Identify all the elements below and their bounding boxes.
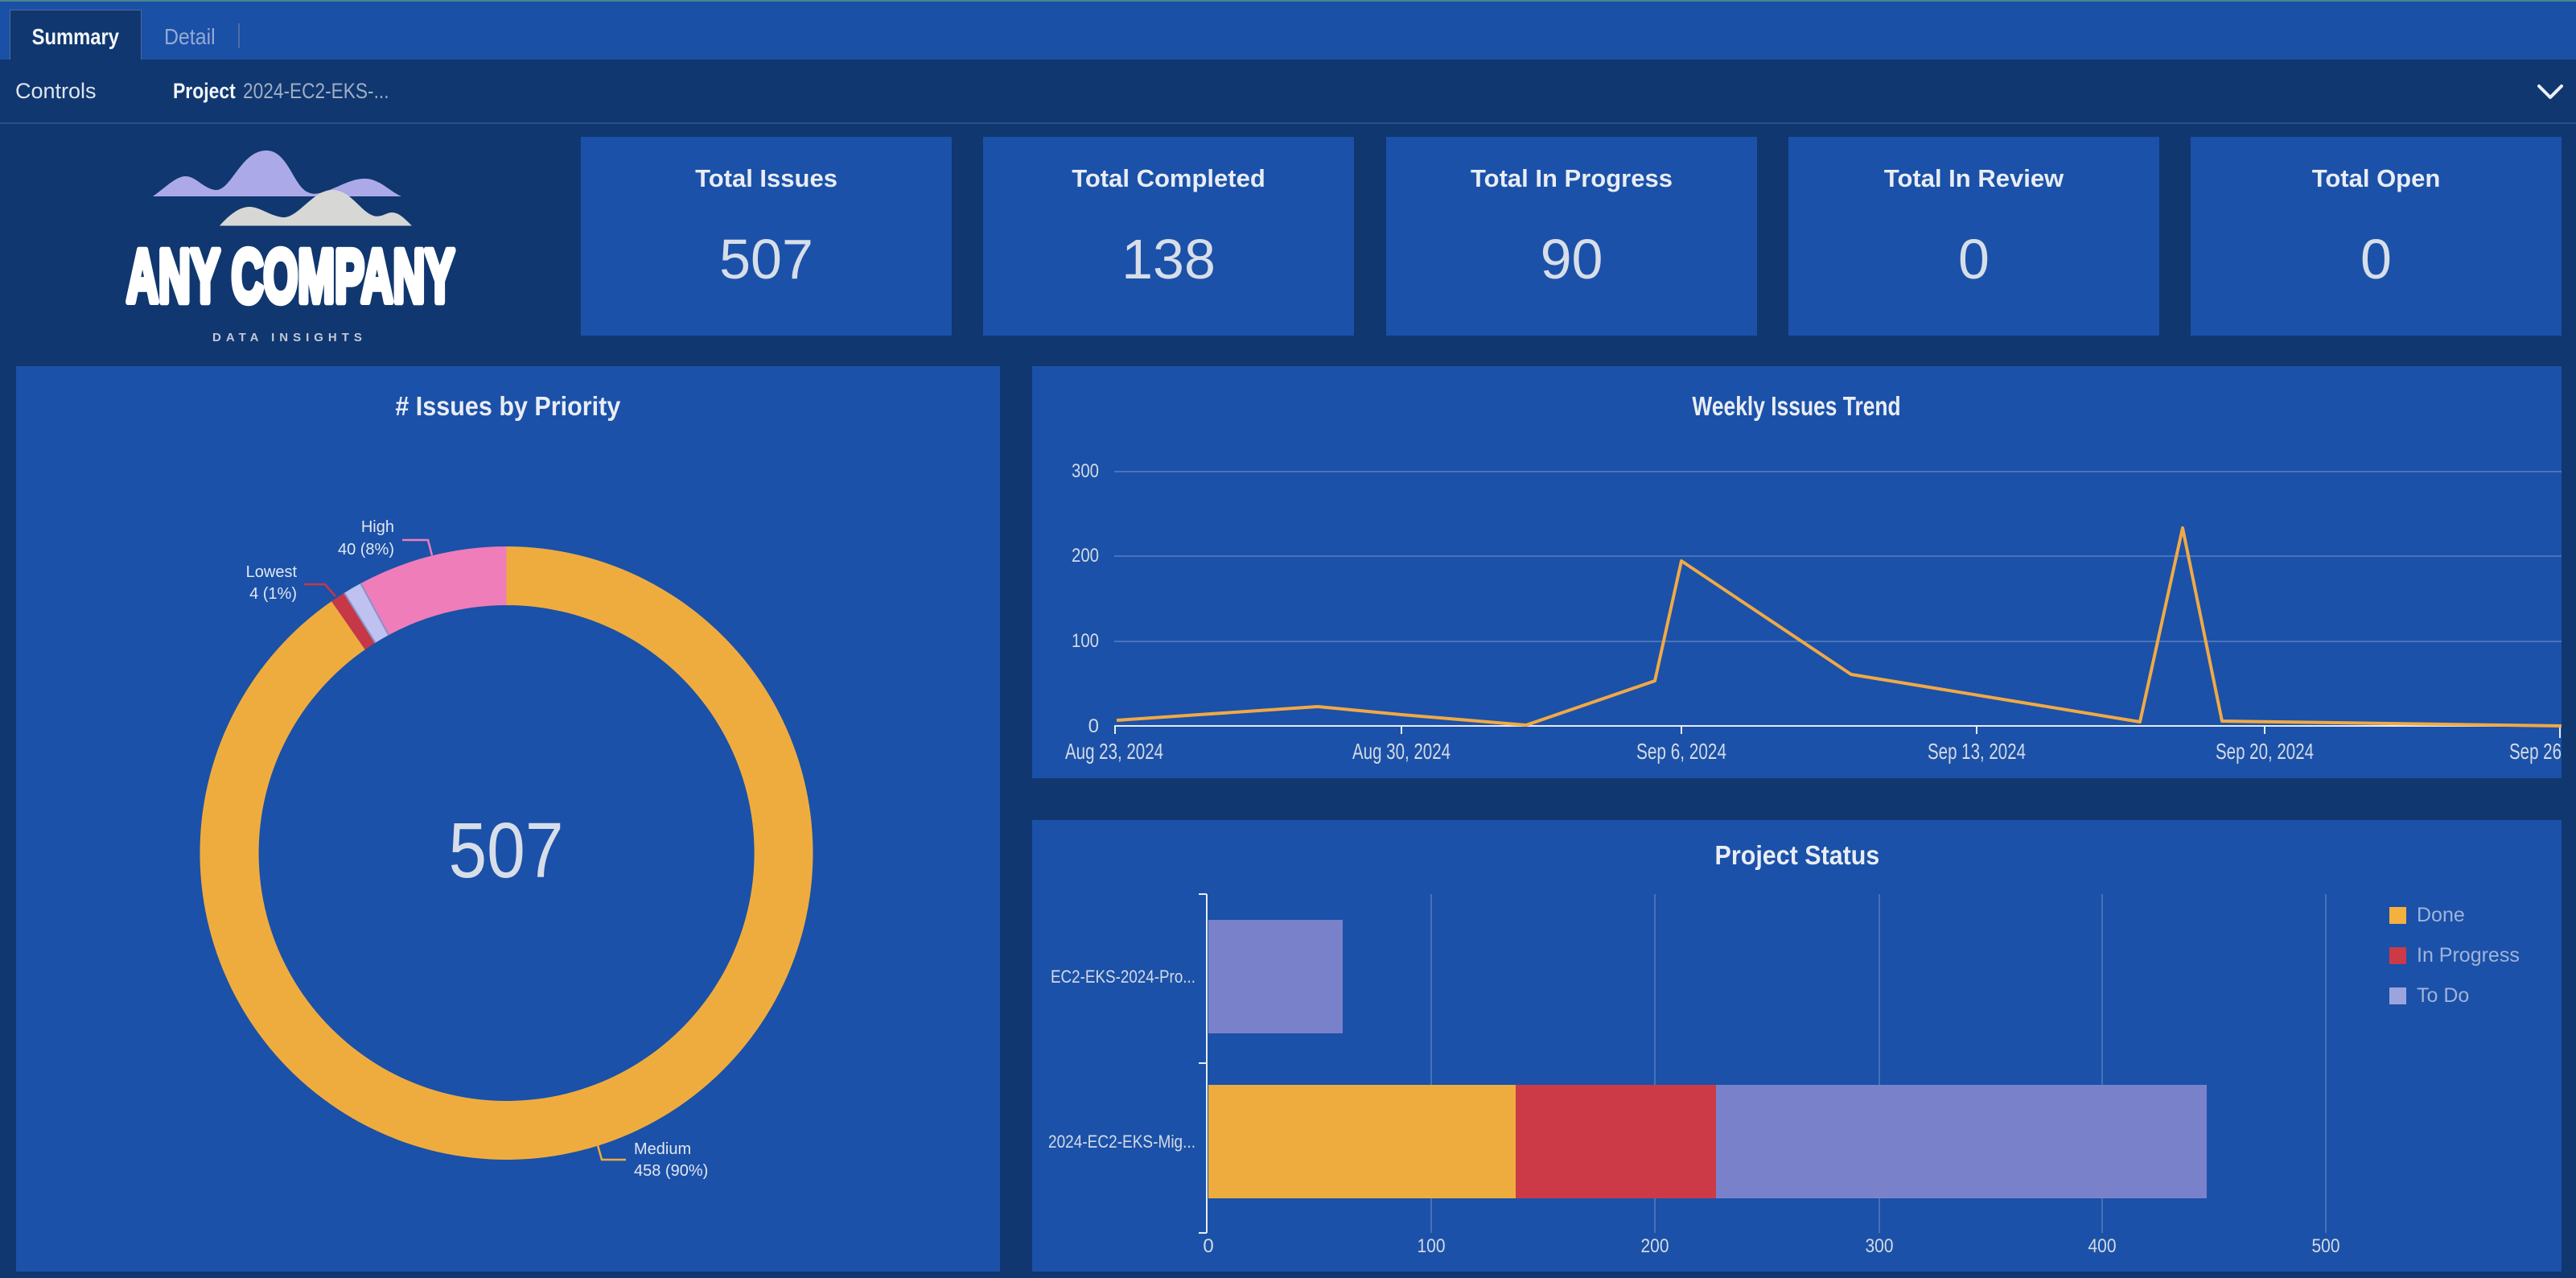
svg-text:In Progress: In Progress [2417,944,2520,967]
svg-text:40 (8%): 40 (8%) [338,541,394,559]
svg-text:300: 300 [1072,460,1099,482]
svg-text:Lowest: Lowest [246,563,298,581]
svg-text:Done: Done [2417,904,2465,926]
svg-text:400: 400 [2088,1235,2117,1257]
svg-text:507: 507 [449,806,564,894]
svg-text:To Do: To Do [2417,984,2469,1007]
svg-text:Sep 20, 2024: Sep 20, 2024 [2216,739,2314,764]
svg-text:4 (1%): 4 (1%) [249,585,297,603]
svg-text:Medium: Medium [634,1140,691,1158]
svg-text:2024-EC2-EKS-Mig...: 2024-EC2-EKS-Mig... [1048,1132,1195,1152]
svg-text:500: 500 [2312,1235,2340,1257]
svg-text:Sep 26, 2024: Sep 26, 2024 [2509,739,2562,764]
svg-text:300: 300 [1866,1235,1894,1257]
svg-text:0: 0 [1088,715,1099,737]
svg-text:High: High [361,518,394,536]
svg-text:Sep 13, 2024: Sep 13, 2024 [1928,739,2026,764]
svg-text:Aug 23, 2024: Aug 23, 2024 [1065,739,1163,764]
svg-text:ANY COMPANY: ANY COMPANY [126,235,455,318]
svg-text:458 (90%): 458 (90%) [634,1162,708,1180]
svg-text:100: 100 [1418,1235,1446,1257]
svg-text:200: 200 [1072,545,1099,567]
svg-text:200: 200 [1641,1235,1669,1257]
svg-text:100: 100 [1072,630,1099,652]
svg-text:Sep 6, 2024: Sep 6, 2024 [1636,739,1726,764]
svg-text:0: 0 [1203,1235,1213,1257]
svg-text:Aug 30, 2024: Aug 30, 2024 [1352,739,1451,764]
svg-text:EC2-EKS-2024-Pro...: EC2-EKS-2024-Pro... [1051,967,1195,987]
